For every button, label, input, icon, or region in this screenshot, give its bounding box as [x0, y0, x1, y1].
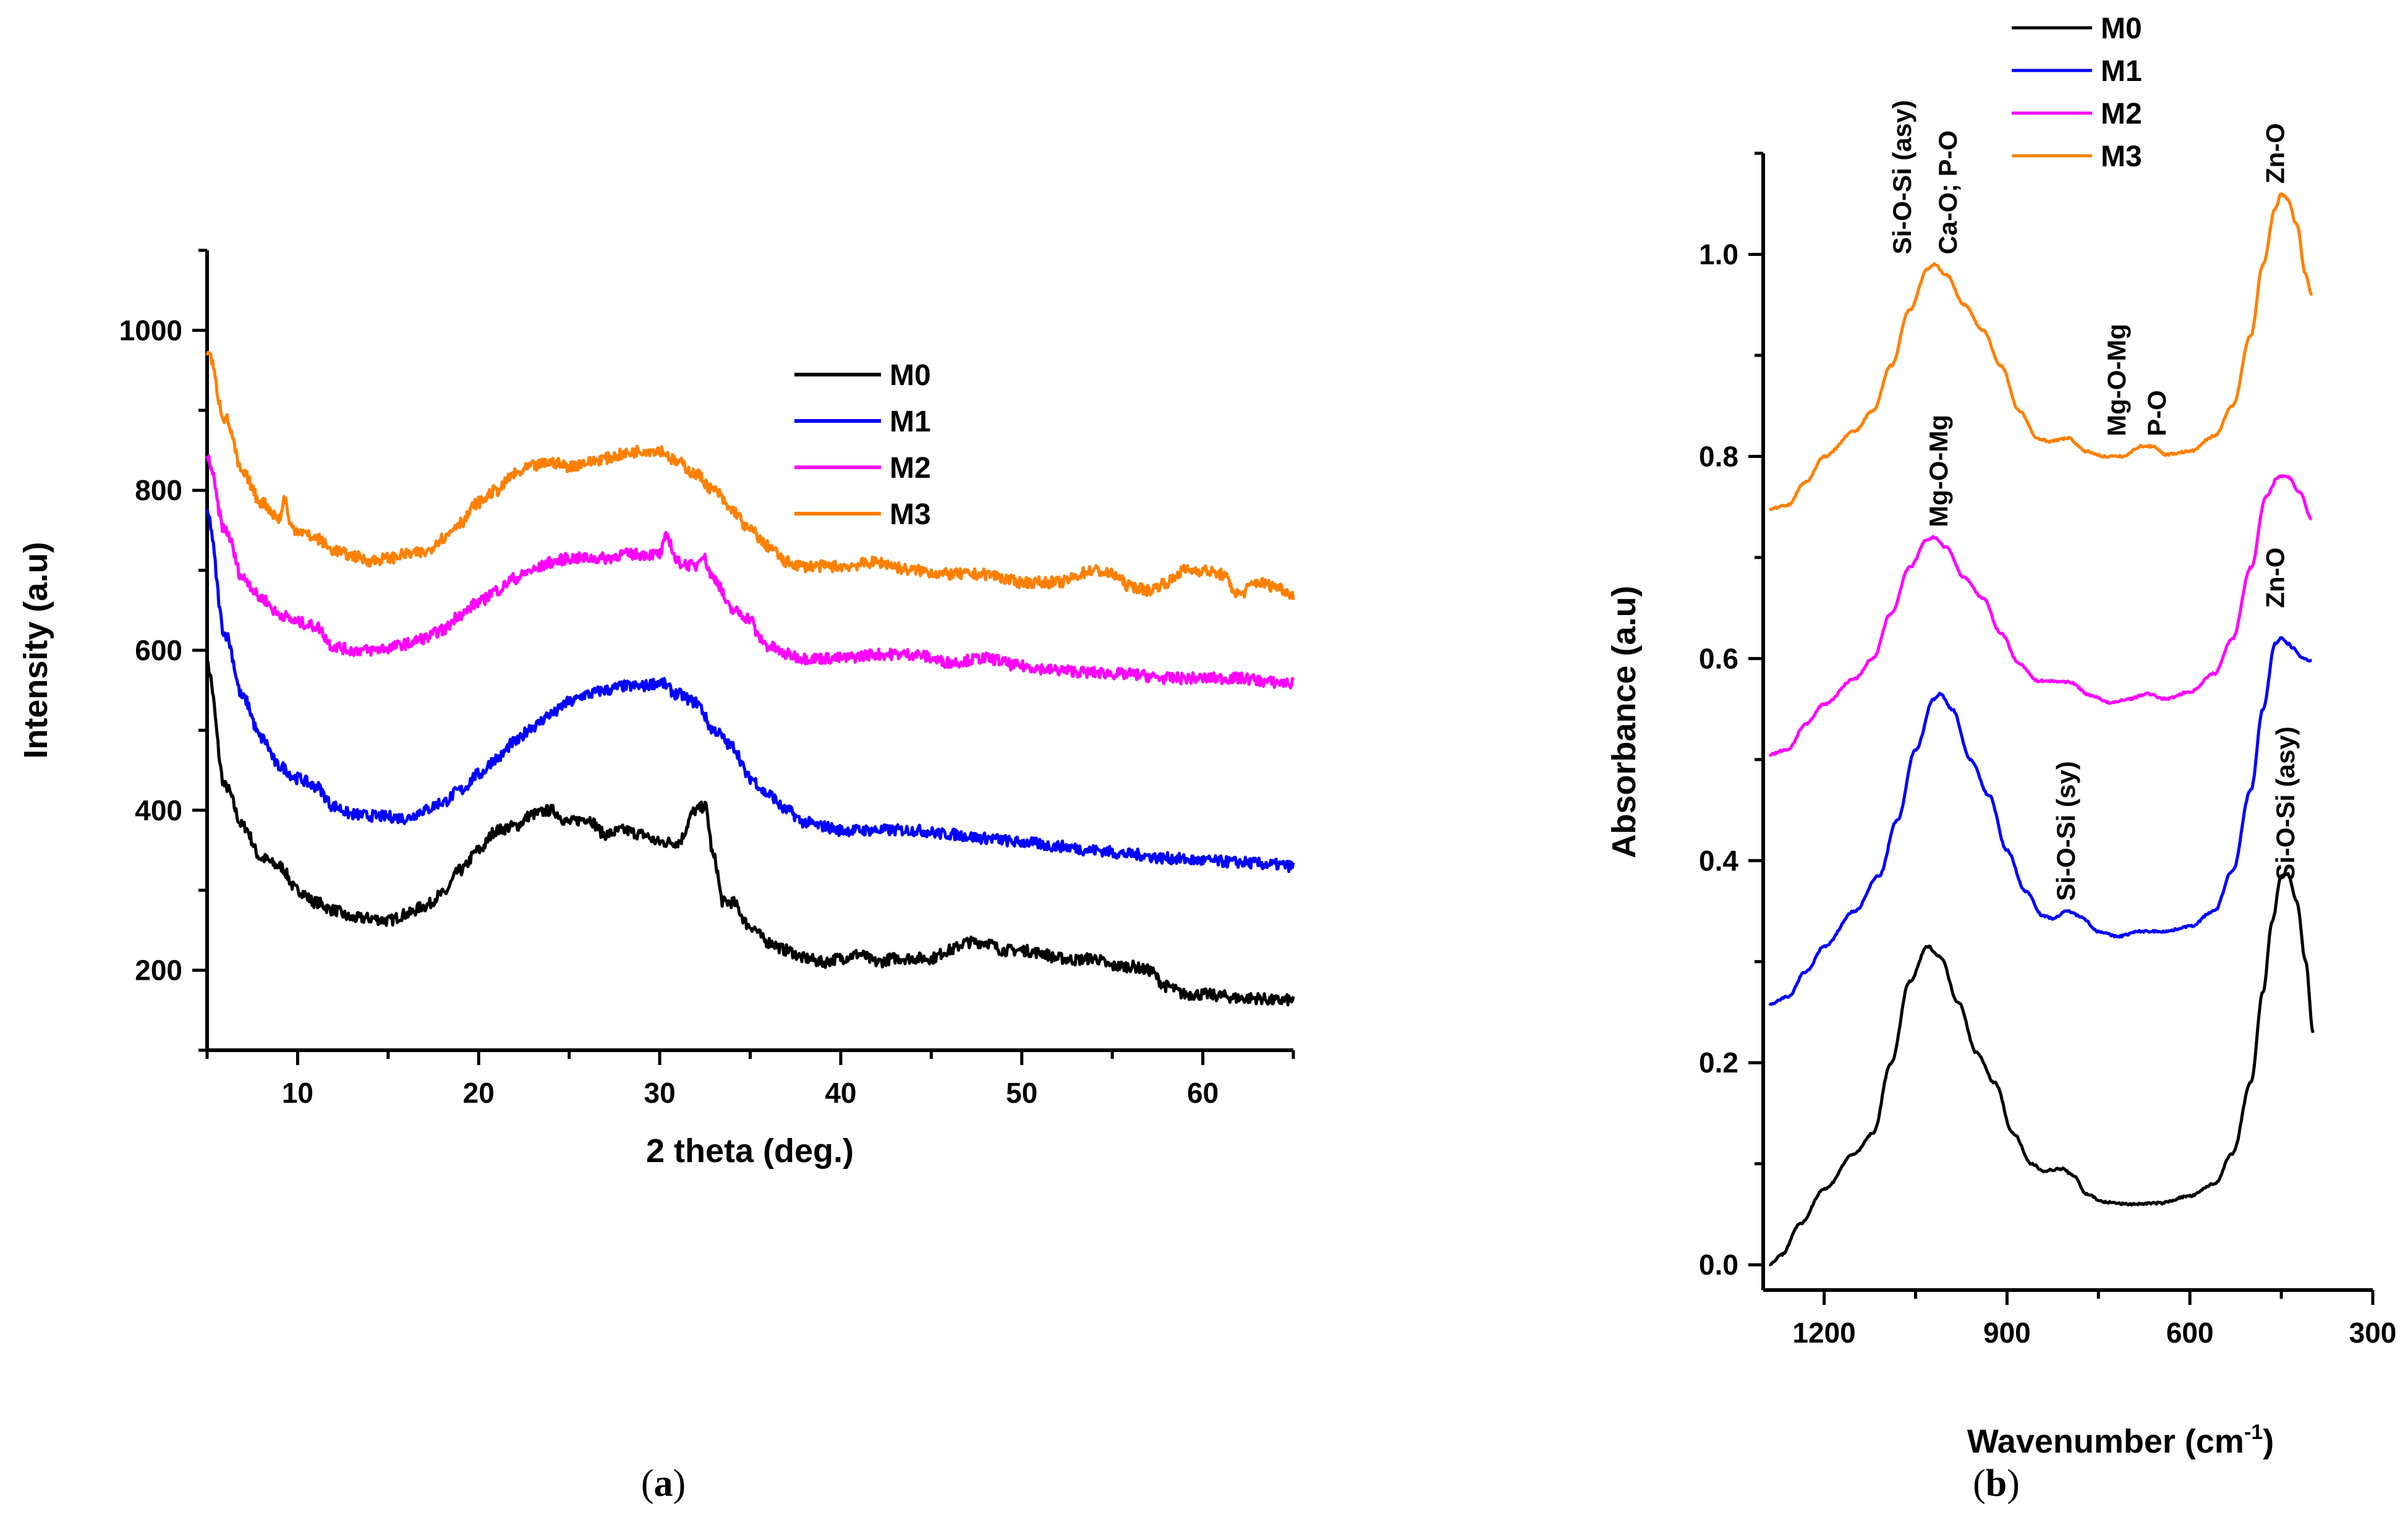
legend-label-m2: M2 — [890, 452, 931, 485]
series-line-m0 — [205, 661, 1295, 1007]
ftir-chart: 1200 900 600 300 0.0 0.2 0.4 0.6 0.8 1.0 M0 M1 M2 M3 S… — [1699, 12, 2396, 1349]
ftir-x-axis-title-end: ) — [2263, 1423, 2274, 1460]
peak-annotation: Mg-O-Mg — [1924, 415, 1953, 527]
y-tick-label: 0.2 — [1699, 1047, 1738, 1079]
y-tick-label: 400 — [135, 794, 182, 826]
x-tick-label: 40 — [825, 1077, 856, 1109]
legend: M0 M1 M2 M3 — [794, 359, 931, 531]
peak-annotation: P-O — [2142, 390, 2171, 436]
series-line-m3 — [205, 350, 1295, 600]
ftir-x-axis-title-main: Wavenumber (cm — [1967, 1423, 2244, 1460]
x-tick-label: 60 — [1187, 1077, 1219, 1109]
xrd-y-axis-title: Intensity (a.u) — [17, 541, 54, 758]
xrd-chart: 10 20 30 40 50 60 200 400 600 800 1000 M0 M1 M2 M3 — [119, 248, 1295, 1109]
y-tick-label: 200 — [135, 954, 182, 987]
peak-annotation: Mg-O-Mg — [2102, 324, 2131, 436]
peak-annotation: Si-O-Si (sy) — [2051, 761, 2080, 901]
y-tick-label: 1000 — [119, 314, 182, 346]
x-tick-label: 30 — [644, 1077, 675, 1109]
x-tick-label: 1200 — [1792, 1317, 1855, 1349]
y-tick-label: 1.0 — [1699, 238, 1738, 270]
series-line-m1 — [1768, 636, 2313, 1006]
ftir-x-axis-title-sup: -1 — [2244, 1420, 2263, 1444]
x-tick-label: 20 — [463, 1077, 495, 1109]
y-tick-label: 0.4 — [1699, 844, 1738, 877]
y-tick-label: 800 — [135, 474, 182, 506]
series-line-m0 — [1768, 872, 2315, 1267]
legend-label-m1: M1 — [890, 405, 931, 438]
series-line-m2 — [205, 454, 1295, 690]
caption-b-letter: b — [1986, 1463, 2007, 1505]
ftir-y-axis-title: Absorbance (a.u) — [1606, 585, 1643, 858]
legend-label-m1: M1 — [2101, 55, 2142, 88]
series-line-m1 — [205, 508, 1295, 873]
peak-annotation: Ca-O; P-O — [1933, 130, 1962, 255]
x-tick-label: 50 — [1006, 1077, 1037, 1109]
peak-annotation: Zn-O — [2260, 548, 2289, 608]
legend-label-m0: M0 — [2101, 12, 2142, 45]
legend-label-m0: M0 — [890, 359, 931, 392]
x-tick-label: 300 — [2349, 1317, 2397, 1349]
y-tick-label: 0.0 — [1699, 1249, 1738, 1281]
axes: 10 20 30 40 50 60 200 400 600 800 1000 — [119, 248, 1295, 1109]
y-tick-label: 600 — [135, 634, 182, 666]
peak-annotation: Si-O-Si (asy) — [2271, 726, 2300, 881]
x-tick-label: 600 — [2166, 1317, 2214, 1349]
caption-a-letter: a — [654, 1463, 673, 1505]
legend: M0 M1 M2 M3 — [2012, 12, 2142, 173]
ftir-x-axis-title: Wavenumber (cm-1) — [1967, 1420, 2274, 1460]
xrd-x-axis-title: 2 theta (deg.) — [646, 1132, 854, 1170]
x-tick-label: 900 — [1983, 1317, 2031, 1349]
legend-label-m3: M3 — [890, 498, 931, 531]
peak-annotation: Zn-O — [2260, 123, 2289, 184]
caption-b: (b) — [1973, 1463, 2020, 1505]
y-tick-label: 0.6 — [1699, 642, 1738, 674]
legend-label-m3: M3 — [2101, 140, 2142, 173]
caption-a: (a) — [641, 1463, 686, 1505]
series-line-m2 — [1769, 474, 2313, 757]
y-tick-label: 0.8 — [1699, 440, 1738, 472]
series-line-m3 — [1769, 192, 2313, 511]
legend-label-m2: M2 — [2101, 98, 2142, 130]
x-tick-label: 10 — [282, 1077, 313, 1109]
axes: 1200 900 600 300 0.0 0.2 0.4 0.6 0.8 1.0 — [1699, 151, 2397, 1349]
peak-annotation: Si-O-Si (asy) — [1887, 100, 1917, 255]
